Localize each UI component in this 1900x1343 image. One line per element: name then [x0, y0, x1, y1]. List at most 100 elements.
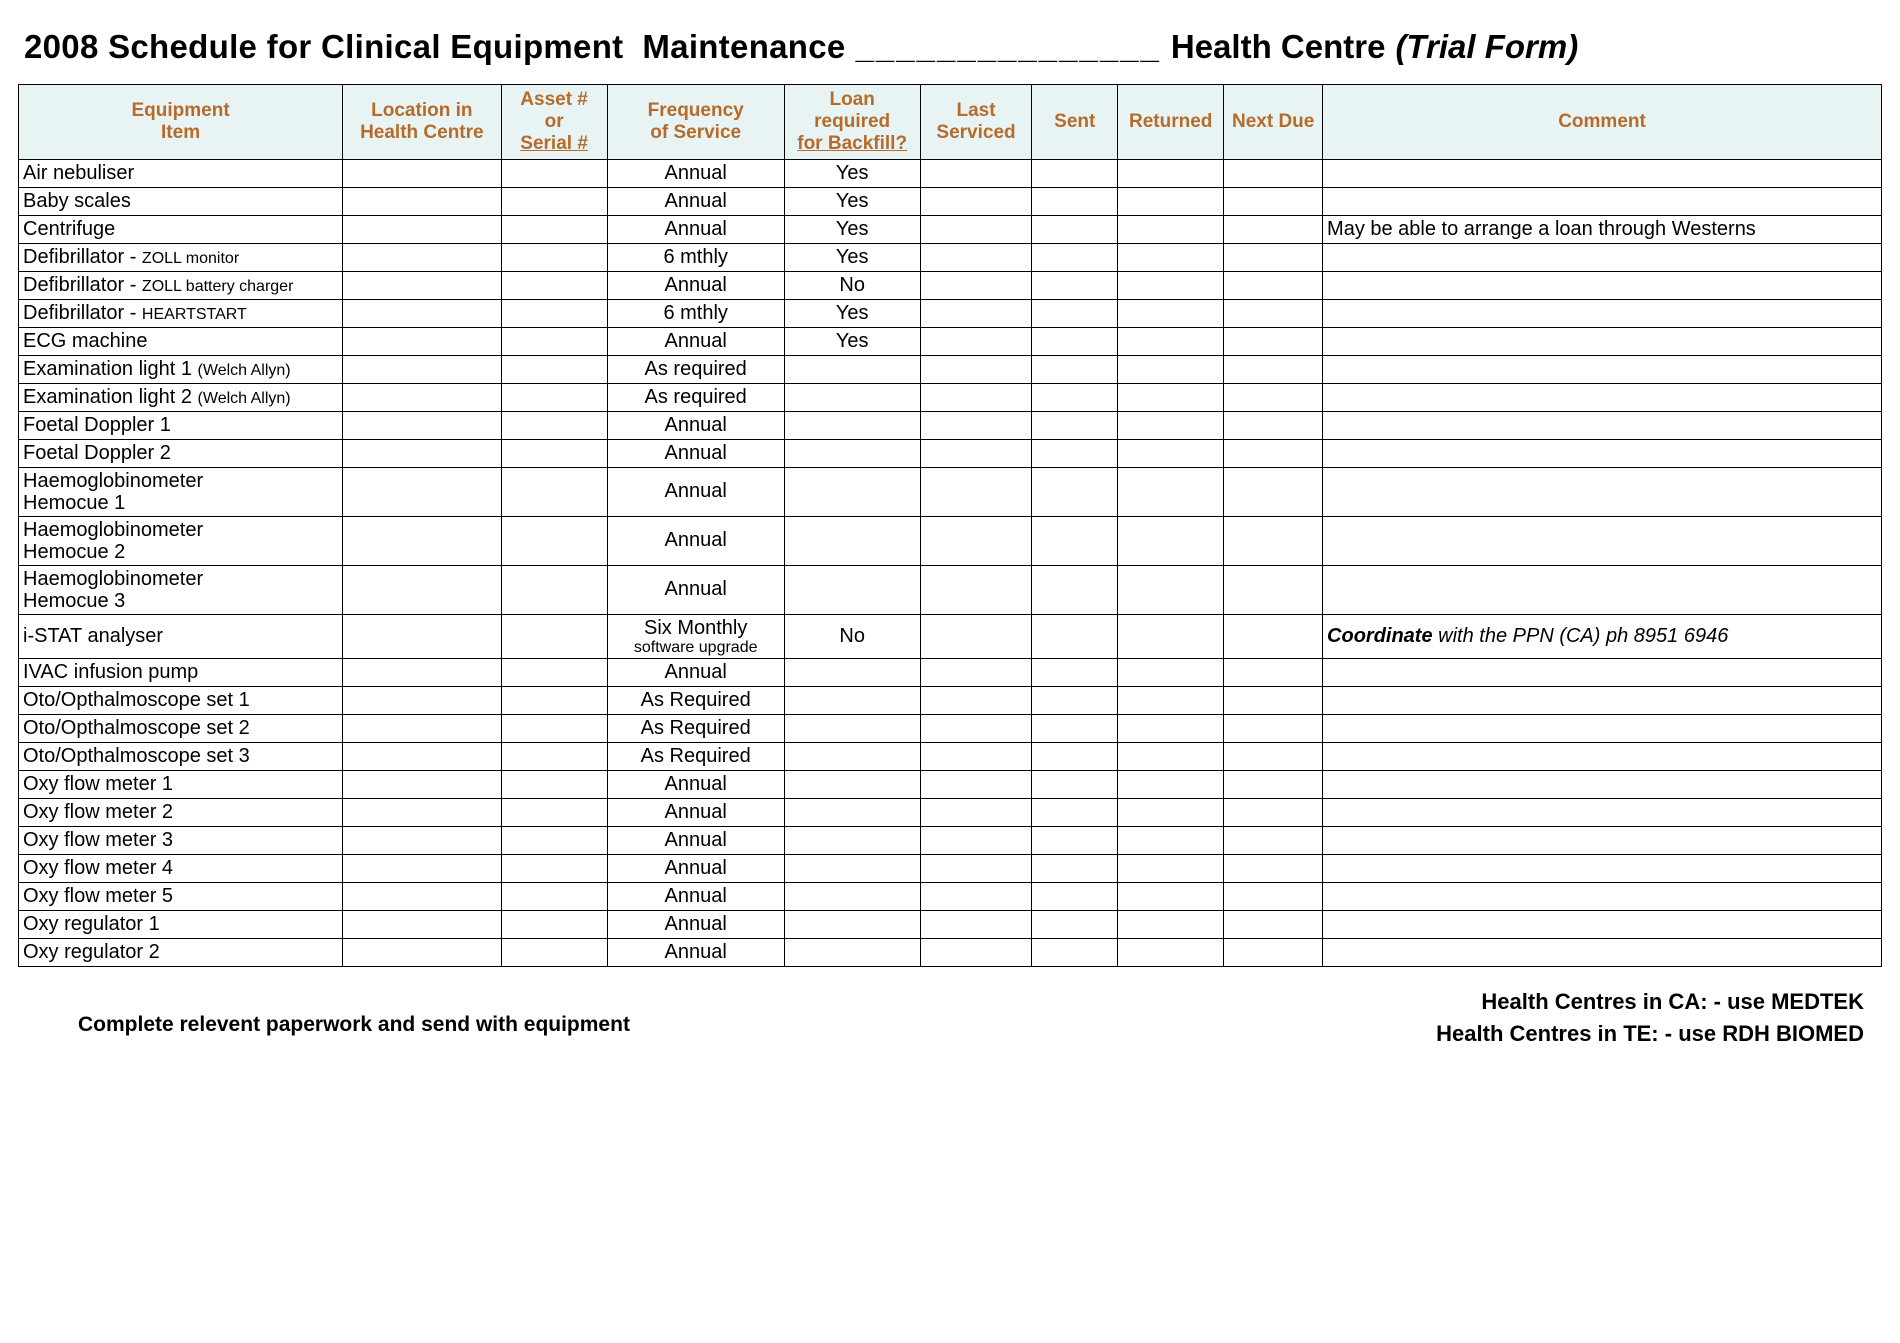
cell-sent — [1032, 658, 1118, 686]
cell-asset — [501, 243, 607, 271]
cell-frequency: Annual — [607, 910, 784, 938]
cell-comment — [1323, 327, 1882, 355]
table-row: ECG machineAnnualYes — [19, 327, 1882, 355]
cell-last-serviced — [920, 770, 1032, 798]
cell-loan — [784, 439, 920, 467]
cell-loan: No — [784, 614, 920, 658]
cell-next-due — [1224, 159, 1323, 187]
table-row: Defibrillator - ZOLL monitor6 mthlyYes — [19, 243, 1882, 271]
cell-sent — [1032, 910, 1118, 938]
cell-frequency: As Required — [607, 686, 784, 714]
cell-location — [343, 770, 501, 798]
table-row: Baby scalesAnnualYes — [19, 187, 1882, 215]
cell-next-due — [1224, 243, 1323, 271]
cell-last-serviced — [920, 938, 1032, 966]
cell-comment — [1323, 658, 1882, 686]
cell-next-due — [1224, 439, 1323, 467]
cell-location — [343, 439, 501, 467]
cell-asset — [501, 299, 607, 327]
cell-comment — [1323, 355, 1882, 383]
cell-sent — [1032, 327, 1118, 355]
cell-last-serviced — [920, 439, 1032, 467]
cell-last-serviced — [920, 411, 1032, 439]
cell-returned — [1118, 714, 1224, 742]
cell-next-due — [1224, 854, 1323, 882]
cell-location — [343, 411, 501, 439]
cell-frequency: As Required — [607, 742, 784, 770]
cell-location — [343, 714, 501, 742]
cell-returned — [1118, 439, 1224, 467]
table-row: Examination light 1 (Welch Allyn)As requ… — [19, 355, 1882, 383]
cell-asset — [501, 614, 607, 658]
cell-location — [343, 910, 501, 938]
cell-loan — [784, 910, 920, 938]
cell-returned — [1118, 614, 1224, 658]
cell-frequency: Annual — [607, 770, 784, 798]
cell-loan — [784, 938, 920, 966]
table-row: Oxy regulator 2Annual — [19, 938, 1882, 966]
cell-returned — [1118, 686, 1224, 714]
cell-returned — [1118, 271, 1224, 299]
table-row: Oto/Opthalmoscope set 3As Required — [19, 742, 1882, 770]
cell-equipment: Oto/Opthalmoscope set 2 — [19, 714, 343, 742]
cell-comment — [1323, 938, 1882, 966]
cell-loan — [784, 411, 920, 439]
cell-comment — [1323, 467, 1882, 516]
cell-loan: Yes — [784, 215, 920, 243]
cell-location — [343, 798, 501, 826]
cell-asset — [501, 383, 607, 411]
cell-sent — [1032, 686, 1118, 714]
cell-location — [343, 383, 501, 411]
cell-frequency: 6 mthly — [607, 243, 784, 271]
cell-comment — [1323, 854, 1882, 882]
cell-equipment: Defibrillator - ZOLL battery charger — [19, 271, 343, 299]
cell-comment — [1323, 798, 1882, 826]
cell-sent — [1032, 798, 1118, 826]
cell-next-due — [1224, 686, 1323, 714]
cell-comment — [1323, 770, 1882, 798]
cell-frequency: Annual — [607, 658, 784, 686]
cell-last-serviced — [920, 742, 1032, 770]
cell-location — [343, 271, 501, 299]
cell-equipment: Oxy flow meter 3 — [19, 826, 343, 854]
cell-last-serviced — [920, 187, 1032, 215]
cell-frequency: Annual — [607, 271, 784, 299]
footer-line-te: Health Centres in TE: - use RDH BIOMED — [1436, 1021, 1864, 1047]
cell-location — [343, 686, 501, 714]
cell-loan — [784, 383, 920, 411]
cell-next-due — [1224, 658, 1323, 686]
cell-equipment: Oxy flow meter 1 — [19, 770, 343, 798]
column-header: Comment — [1323, 85, 1882, 160]
column-header: Returned — [1118, 85, 1224, 160]
cell-asset — [501, 938, 607, 966]
cell-frequency: As required — [607, 355, 784, 383]
cell-location — [343, 299, 501, 327]
cell-next-due — [1224, 327, 1323, 355]
cell-loan — [784, 658, 920, 686]
cell-equipment: Foetal Doppler 1 — [19, 411, 343, 439]
cell-sent — [1032, 355, 1118, 383]
cell-next-due — [1224, 798, 1323, 826]
cell-location — [343, 355, 501, 383]
cell-location — [343, 882, 501, 910]
cell-sent — [1032, 882, 1118, 910]
cell-frequency: Annual — [607, 187, 784, 215]
cell-location — [343, 614, 501, 658]
table-row: Defibrillator - ZOLL battery charger Annu… — [19, 271, 1882, 299]
cell-next-due — [1224, 187, 1323, 215]
cell-comment — [1323, 910, 1882, 938]
cell-asset — [501, 516, 607, 565]
cell-asset — [501, 854, 607, 882]
cell-frequency: Annual — [607, 159, 784, 187]
cell-frequency: 6 mthly — [607, 299, 784, 327]
cell-next-due — [1224, 299, 1323, 327]
cell-asset — [501, 714, 607, 742]
cell-asset — [501, 565, 607, 614]
cell-comment — [1323, 826, 1882, 854]
cell-next-due — [1224, 516, 1323, 565]
cell-comment — [1323, 411, 1882, 439]
cell-asset — [501, 327, 607, 355]
cell-sent — [1032, 826, 1118, 854]
cell-returned — [1118, 882, 1224, 910]
cell-frequency: Annual — [607, 798, 784, 826]
